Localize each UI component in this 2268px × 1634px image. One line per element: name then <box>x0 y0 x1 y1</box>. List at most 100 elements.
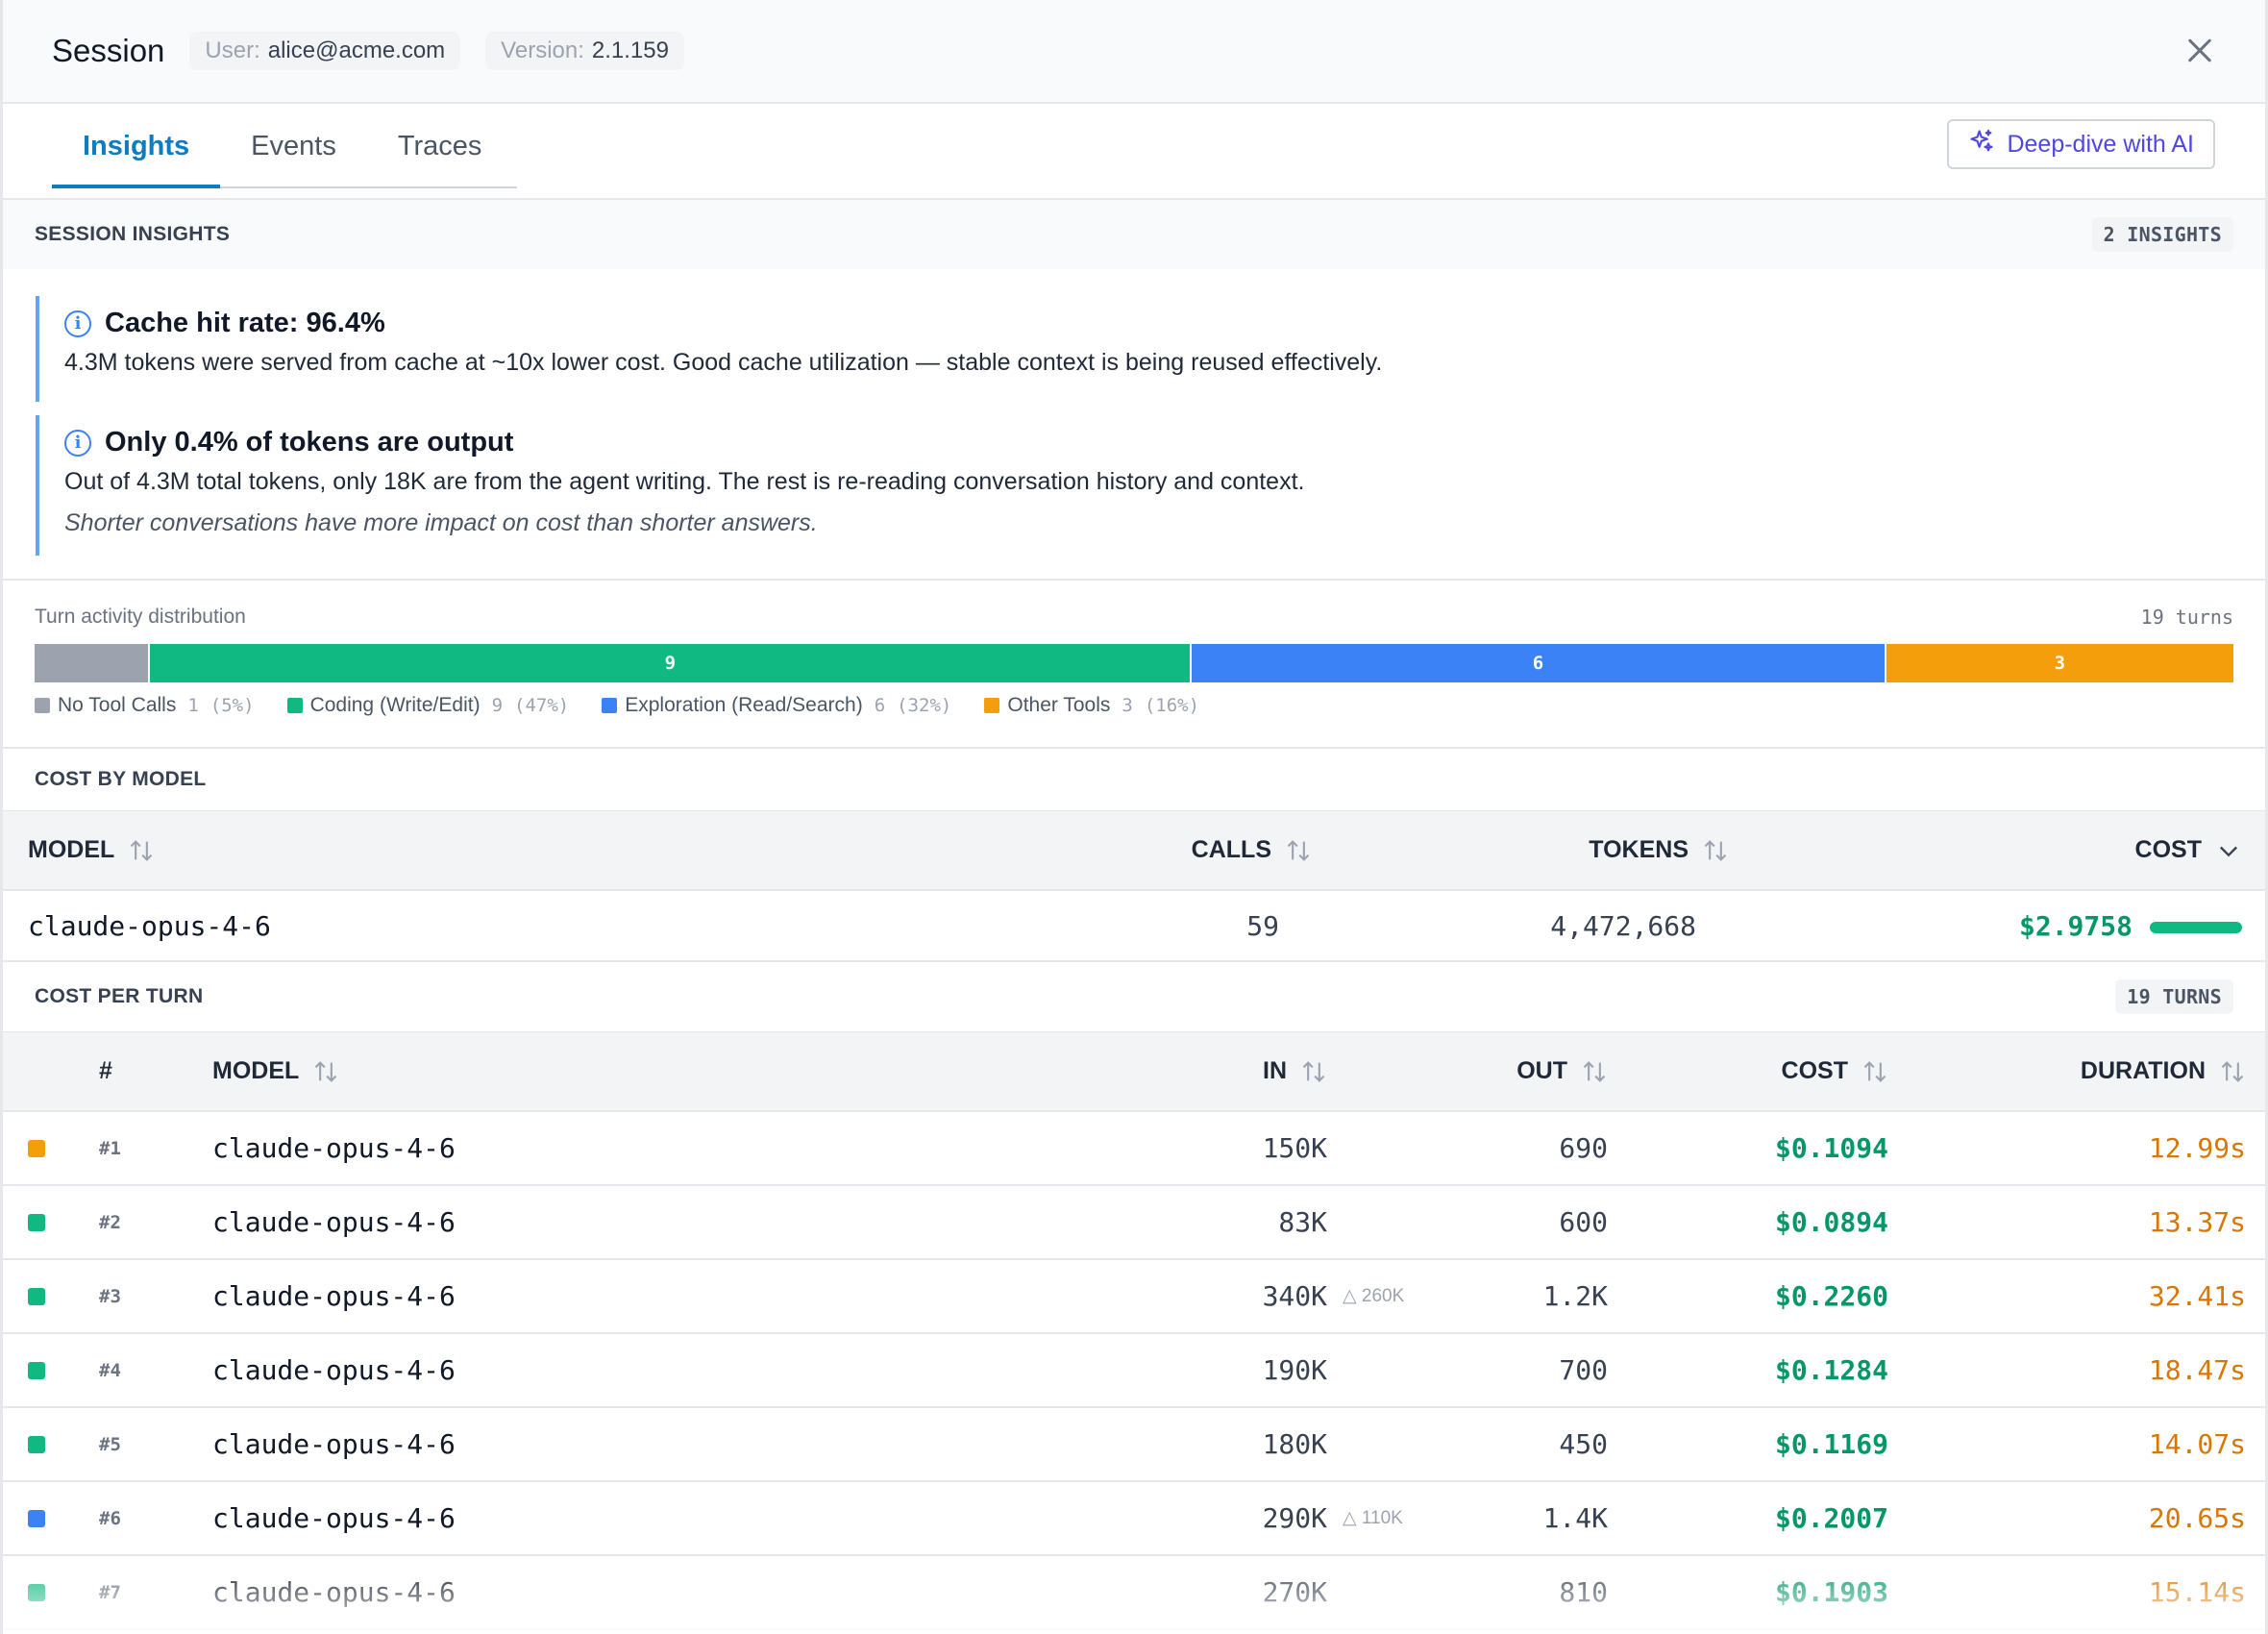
turn-row[interactable]: #7 claude-opus-4-6 270K 810 $0.1903 15.14s <box>3 1556 2265 1630</box>
tab-traces[interactable]: Traces <box>397 131 482 161</box>
legend-label: No Tool Calls <box>58 694 177 716</box>
chevron-down-icon <box>2215 837 2242 864</box>
col-out-label: OUT <box>1516 1056 1567 1084</box>
legend-count: 6 <box>874 695 886 716</box>
col-model-label: MODEL <box>212 1056 300 1084</box>
turn-color-cell <box>3 1435 99 1453</box>
turn-out: 1.4K <box>1542 1501 1608 1534</box>
tab-events[interactable]: Events <box>251 131 336 161</box>
calls-value: 59 <box>1246 909 1279 942</box>
col-cost[interactable]: COST <box>1608 1057 1888 1085</box>
turn-model: claude-opus-4-6 <box>212 1280 456 1312</box>
col-cost-label: COST <box>1781 1056 1848 1084</box>
turn-in: 180K <box>1262 1428 1327 1460</box>
cost-by-model-title: COST BY MODEL <box>35 768 207 790</box>
turn-cost: $0.2007 <box>1774 1502 1888 1534</box>
turn-color-dot <box>28 1213 45 1231</box>
tab-insights[interactable]: Insights <box>52 104 221 188</box>
col-in[interactable]: IN <box>1212 1057 1327 1085</box>
insight-title: Cache hit rate: 96.4% <box>105 308 385 338</box>
legend-label: Exploration (Read/Search) <box>625 694 863 716</box>
turn-row[interactable]: #4 claude-opus-4-6 190K 700 $0.1284 18.47s <box>3 1334 2265 1408</box>
session-insights-title: SESSION INSIGHTS <box>35 223 231 245</box>
turn-in-cell: 150K <box>1212 1132 1327 1164</box>
turn-in: 190K <box>1262 1354 1327 1386</box>
turn-out: 690 <box>1559 1131 1608 1164</box>
session-insights-header: SESSION INSIGHTS 2 INSIGHTS <box>3 200 2265 269</box>
col-model[interactable]: MODEL <box>3 836 1137 864</box>
insight-title: Only 0.4% of tokens are output <box>105 427 514 458</box>
distribution-header: Turn activity distribution 19 turns <box>35 606 2233 629</box>
turn-color-dot <box>28 1435 45 1453</box>
cost-value: $2.9758 <box>2018 909 2132 942</box>
turn-cost: $0.1094 <box>1774 1132 1888 1164</box>
insights-count-badge: 2 INSIGHTS <box>2091 217 2233 252</box>
legend-count: 9 <box>491 695 504 716</box>
legend-swatch <box>984 698 1000 713</box>
legend-label: Coding (Write/Edit) <box>309 694 481 716</box>
turn-color-dot <box>28 1361 45 1379</box>
turn-duration: 32.41s <box>2148 1280 2246 1312</box>
turn-in-cell: 180K <box>1212 1428 1327 1460</box>
model-name: claude-opus-4-6 <box>28 909 271 942</box>
turns-count-badge: 19 TURNS <box>2115 979 2233 1014</box>
insight-title-row: i Only 0.4% of tokens are output <box>64 427 2265 458</box>
turn-out: 700 <box>1559 1353 1608 1386</box>
cost-per-turn-header: COST PER TURN 19 TURNS <box>3 962 2265 1031</box>
turn-cost: $0.0894 <box>1774 1206 1888 1238</box>
col-duration[interactable]: DURATION <box>1888 1057 2265 1085</box>
legend-swatch <box>35 698 50 713</box>
col-cost-label: COST <box>2134 835 2202 863</box>
turn-out: 600 <box>1559 1205 1608 1238</box>
cost-by-model-table-header: MODEL CALLS TOKENS COST <box>3 810 2265 891</box>
turn-in-delta: △ 260K <box>1343 1285 1405 1306</box>
legend-item: Other Tools 3 (16%) <box>984 694 1199 717</box>
sparkle-icon <box>1968 128 1995 161</box>
turn-row[interactable]: #3 claude-opus-4-6 340K △ 260K 1.2K $0.2260 32… <box>3 1260 2265 1334</box>
legend-count: 3 <box>1122 695 1133 716</box>
col-model[interactable]: MODEL <box>212 1057 1212 1085</box>
turn-duration: 14.07s <box>2148 1428 2246 1460</box>
legend-item: Exploration (Read/Search) 6 (32%) <box>602 694 951 717</box>
cost-by-model-row[interactable]: claude-opus-4-6 59 4,472,668 $2.9758 <box>3 891 2265 962</box>
close-icon[interactable] <box>2181 32 2219 70</box>
turn-color-cell <box>3 1139 99 1157</box>
cost-per-turn-title: COST PER TURN <box>35 985 204 1007</box>
distribution-segment <box>35 644 151 682</box>
version-label: Version: <box>501 37 584 63</box>
legend-item: Coding (Write/Edit) 9 (47%) <box>286 694 569 717</box>
turn-in-cell: 190K <box>1212 1354 1327 1386</box>
insight-title-row: i Cache hit rate: 96.4% <box>64 308 2265 339</box>
turn-cost: $0.1903 <box>1774 1576 1888 1608</box>
turn-in: 270K <box>1262 1576 1327 1608</box>
col-tokens[interactable]: TOKENS <box>1319 836 1737 864</box>
turn-number: #1 <box>99 1137 121 1159</box>
col-calls-label: CALLS <box>1191 835 1271 863</box>
insight-text: 4.3M tokens were served from cache at ~1… <box>64 349 1383 376</box>
turn-cost: $0.1284 <box>1774 1354 1888 1386</box>
turn-cost: $0.2260 <box>1774 1280 1888 1312</box>
turn-model: claude-opus-4-6 <box>212 1132 456 1164</box>
turn-in: 83K <box>1278 1206 1327 1238</box>
turn-row[interactable]: #2 claude-opus-4-6 83K 600 $0.0894 13.37s <box>3 1186 2265 1260</box>
turn-in: 290K <box>1262 1502 1327 1534</box>
turn-color-cell <box>3 1583 99 1601</box>
turn-number: #7 <box>99 1581 121 1603</box>
turn-in-cell: 340K <box>1212 1280 1327 1312</box>
deep-dive-button[interactable]: Deep-dive with AI <box>1947 119 2215 169</box>
legend-swatch <box>602 698 618 713</box>
turn-color-cell <box>3 1509 99 1527</box>
turn-row[interactable]: #6 claude-opus-4-6 290K △ 110K 1.4K $0.2007 20… <box>3 1482 2265 1556</box>
turn-out: 810 <box>1559 1575 1608 1608</box>
legend-label: Other Tools <box>1007 694 1111 716</box>
col-cost[interactable]: COST <box>1737 836 2265 864</box>
legend-swatch <box>286 698 303 713</box>
col-out[interactable]: OUT <box>1327 1057 1608 1085</box>
sort-icon <box>1861 1058 1888 1085</box>
turn-duration: 15.14s <box>2148 1576 2246 1608</box>
turn-in: 340K <box>1262 1280 1327 1312</box>
turn-row[interactable]: #5 claude-opus-4-6 180K 450 $0.1169 14.07s <box>3 1408 2265 1482</box>
col-calls[interactable]: CALLS <box>1137 836 1319 864</box>
turn-row[interactable]: #1 claude-opus-4-6 150K 690 $0.1094 12.99s <box>3 1112 2265 1186</box>
